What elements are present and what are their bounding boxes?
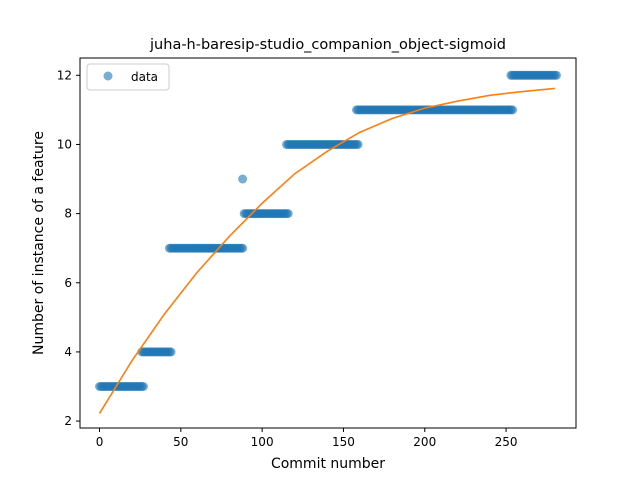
data-point xyxy=(238,243,248,253)
y-tick-label: 4 xyxy=(64,345,72,359)
x-axis-label: Commit number xyxy=(271,456,385,472)
data-point xyxy=(238,174,248,184)
data-point xyxy=(551,70,561,80)
x-tick-label: 0 xyxy=(96,435,104,449)
x-tick-label: 100 xyxy=(251,435,274,449)
x-tick-label: 150 xyxy=(332,435,355,449)
fit-line xyxy=(98,87,555,414)
y-tick-label: 8 xyxy=(64,207,72,221)
data-point xyxy=(508,105,518,115)
chart-title: juha-h-baresip-studio_companion_object-s… xyxy=(149,37,506,53)
legend-marker-data xyxy=(103,71,113,81)
y-tick-label: 6 xyxy=(64,276,72,290)
x-axis: 0 50 100 150 200 250 xyxy=(96,428,518,449)
data-point xyxy=(166,347,176,357)
y-tick-label: 10 xyxy=(57,137,72,151)
y-tick-label: 12 xyxy=(57,68,72,82)
legend-label-data: data xyxy=(131,70,158,84)
data-point xyxy=(138,382,148,391)
y-axis-label: Number of instance of a feature xyxy=(31,131,47,355)
axes-frame xyxy=(79,57,577,429)
data-point xyxy=(353,139,363,149)
legend: data xyxy=(86,63,170,91)
x-tick-label: 50 xyxy=(173,435,188,449)
x-tick-label: 200 xyxy=(413,435,436,449)
plot-area xyxy=(95,70,561,414)
data-point xyxy=(283,209,293,219)
y-axis: 2 4 6 8 10 12 xyxy=(57,68,80,428)
legend-box xyxy=(86,63,170,91)
x-tick-label: 250 xyxy=(495,435,518,449)
y-tick-label: 2 xyxy=(64,414,72,428)
